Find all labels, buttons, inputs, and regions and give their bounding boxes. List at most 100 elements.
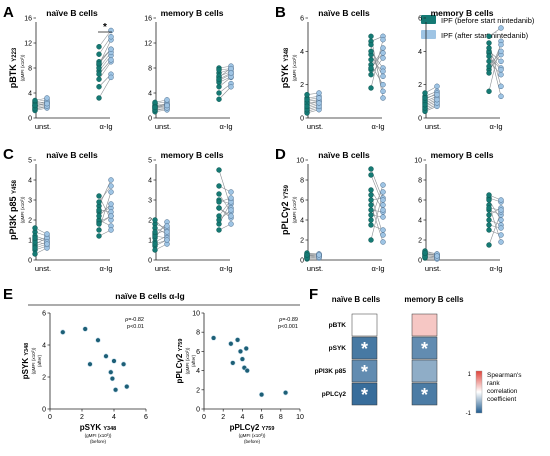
point-before	[216, 67, 222, 73]
point-before	[486, 45, 492, 51]
point-after	[498, 197, 504, 203]
x-tick-label-unst: unst.	[155, 122, 171, 131]
point-before	[422, 101, 428, 108]
point-after	[108, 183, 114, 189]
point-after	[108, 189, 114, 195]
y-tick-label: 8	[28, 66, 32, 73]
x-tick-label: 4	[112, 414, 116, 421]
point-before	[368, 41, 374, 48]
point-before	[96, 95, 102, 101]
heatmap-col-naive: naïve B cells	[332, 295, 381, 304]
heatmap-cell	[351, 359, 378, 383]
point-after	[380, 36, 386, 43]
point-after	[108, 74, 114, 81]
y-tick-label: 8	[418, 178, 422, 185]
point-before	[368, 222, 374, 228]
point-before	[216, 205, 222, 211]
point-after	[228, 189, 234, 195]
scatter-point	[112, 387, 119, 393]
point-after	[108, 227, 114, 233]
y-tick-label: 4	[42, 343, 46, 350]
point-before	[96, 233, 102, 239]
correlation-stat: ρ=-0.82	[125, 317, 144, 323]
y-axis-title: pPLCγ2 Y759	[280, 184, 290, 235]
y-tick-label: 6	[42, 311, 46, 318]
point-after	[44, 100, 50, 107]
y-tick-label: 2	[300, 238, 304, 245]
point-before	[216, 199, 222, 205]
x-tick-label: 2	[221, 414, 225, 421]
point-after	[380, 239, 386, 245]
scatter-point	[103, 353, 109, 359]
heatmap-significance-star: *	[421, 385, 428, 405]
point-before	[304, 252, 310, 258]
scatter-point	[237, 348, 244, 355]
point-before	[368, 212, 374, 218]
x-tick-label-unst: unst.	[35, 264, 51, 273]
point-before	[32, 225, 38, 231]
point-after	[164, 97, 170, 103]
panel-b-psyk: pSYK Y348 (gMFI (x10³)) naïve B cells 0 2 4 6 u…	[280, 8, 504, 131]
point-before	[368, 207, 374, 213]
point-before	[96, 71, 102, 77]
point-after	[44, 95, 50, 101]
point-before	[368, 48, 374, 55]
heatmap-cell	[411, 313, 438, 337]
point-after	[380, 45, 386, 51]
point-after	[380, 214, 386, 220]
point-before	[96, 193, 102, 199]
y-tick-label: 2	[28, 218, 32, 225]
point-before	[304, 103, 310, 110]
colorbar-title-line3: correlation	[487, 388, 518, 395]
heatmap-significance-star: *	[361, 362, 368, 382]
scatter-point	[234, 337, 241, 343]
point-after	[380, 182, 386, 188]
y-tick-label: 6	[418, 198, 422, 205]
x-tick-label-unst: unst.	[155, 264, 171, 273]
x-tick-label: 6	[144, 414, 148, 421]
subplot-naive: naïve B cells 0 4 8 12 16 unst. α-Ig *	[24, 8, 114, 131]
point-after	[498, 71, 504, 78]
heatmap-colorbar	[475, 370, 483, 414]
point-before	[216, 167, 222, 173]
y-tick-label: 0	[418, 258, 422, 265]
x-tick-label-aig: α-Ig	[489, 264, 502, 273]
point-before	[152, 104, 158, 111]
y-tick-label: 0	[418, 116, 422, 123]
subplot-naive: naïve B cells 0 2 4 6 unst. α-Ig	[300, 8, 386, 131]
point-after	[108, 201, 114, 207]
x-axis-title: pPLCγ2 Y759	[230, 423, 275, 432]
y-tick-label: 5	[28, 158, 32, 165]
x-tick-label-unst: unst.	[425, 264, 441, 273]
panel-label-c: C	[3, 146, 14, 163]
colorbar-title-line1: Spearman's	[487, 372, 522, 379]
x-tick-label-unst: unst.	[35, 122, 51, 131]
heatmap-cell	[351, 313, 378, 337]
y-tick-label: 2	[42, 375, 46, 382]
y-axis-title: pPLCγ2 Y759	[175, 339, 184, 384]
point-after	[164, 102, 170, 109]
scatter-point	[282, 389, 289, 396]
y-axis-condition: (after)	[191, 354, 196, 367]
significance-star: *	[103, 22, 107, 33]
x-axis-title: pSYK Y348	[80, 423, 116, 432]
point-before	[486, 222, 492, 228]
panel-label-b: B	[275, 4, 286, 21]
point-before	[368, 166, 374, 172]
x-tick-label: 10	[296, 414, 304, 421]
heatmap-cell	[351, 336, 378, 360]
x-tick-label: 4	[240, 414, 244, 421]
y-tick-label: 6	[418, 16, 422, 23]
point-before	[152, 241, 158, 247]
point-before	[422, 95, 428, 101]
point-before	[368, 202, 374, 208]
y-tick-label: 4	[418, 218, 422, 225]
point-before	[486, 242, 492, 248]
y-axis-title: pSYK Y348	[280, 47, 290, 88]
point-after	[434, 96, 440, 103]
scatter-point	[109, 375, 116, 382]
legend: IPF (before start nintedanib) IPF (after…	[421, 15, 535, 40]
point-after	[380, 207, 386, 213]
pair-line	[98, 203, 112, 217]
point-after	[164, 229, 170, 235]
